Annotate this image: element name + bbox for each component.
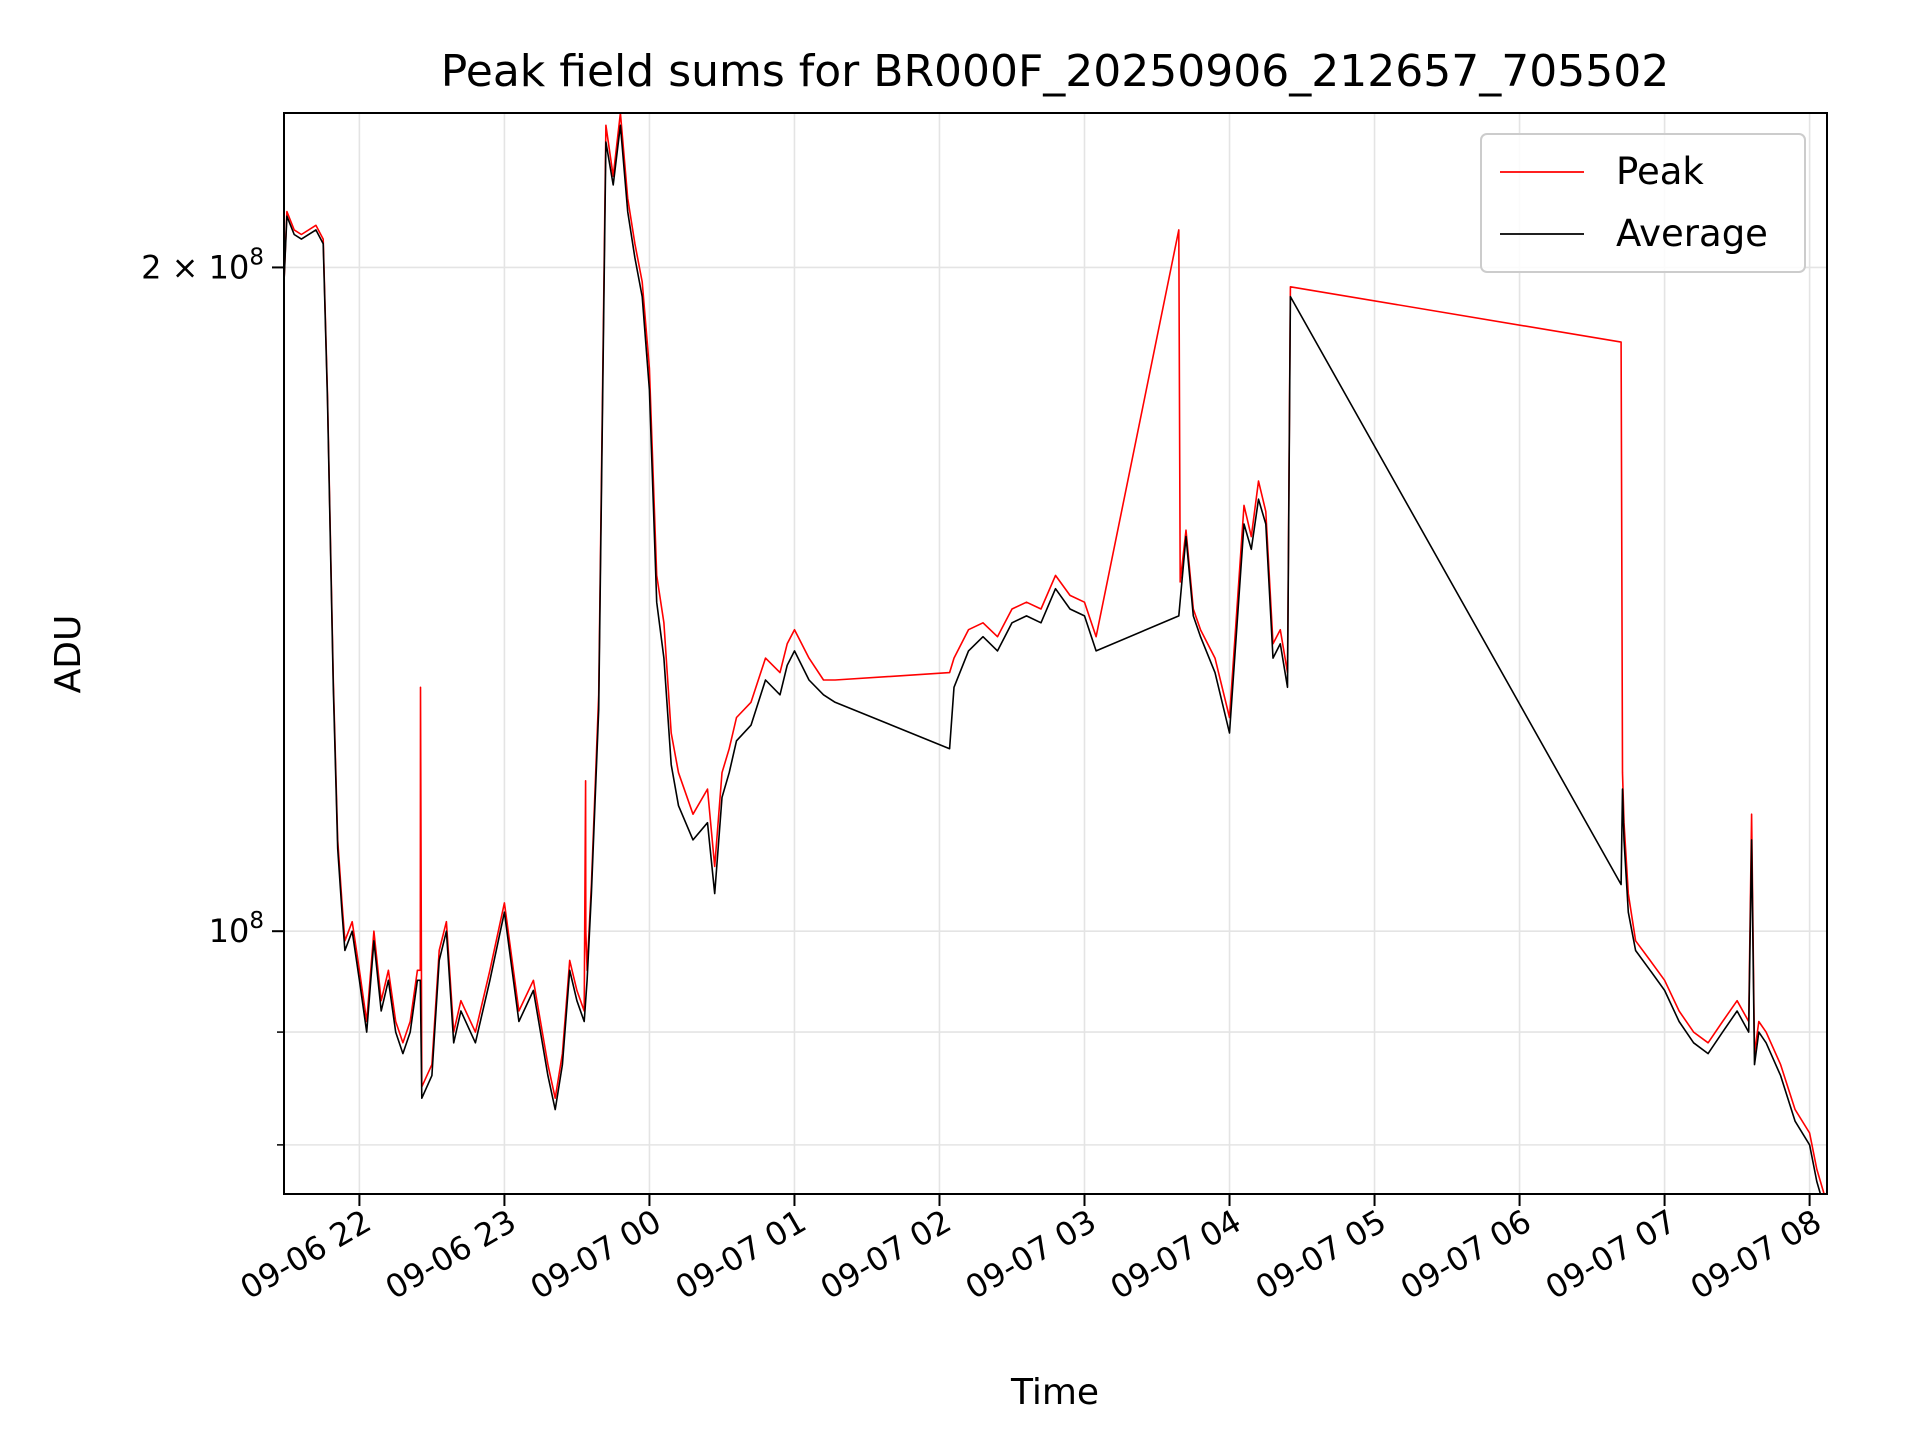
- x-tick-label: 09-07 00: [524, 1202, 668, 1307]
- x-tick-label: 09-07 01: [669, 1202, 813, 1307]
- x-axis-label: Time: [1010, 1372, 1099, 1413]
- ticks: 09-06 22 09-06 23 09-07 00 09-07 01 09-07 02…: [141, 244, 1827, 1306]
- x-tick-label: 09-07 05: [1249, 1202, 1393, 1307]
- legend-label-average: Average: [1616, 212, 1768, 255]
- plot-area-frame: [283, 112, 1828, 1195]
- grid: [284, 113, 1827, 1194]
- x-tick-label: 09-06 23: [379, 1202, 523, 1307]
- legend: Peak Average: [1480, 133, 1806, 273]
- legend-label-peak: Peak: [1616, 150, 1704, 193]
- series-line-average: [284, 124, 1822, 1194]
- y-tick-label: 2 × 108: [141, 244, 264, 286]
- y-axis-label: ADU: [48, 615, 89, 694]
- x-tick-label: 09-07 06: [1394, 1202, 1538, 1307]
- series-layer: [284, 113, 1825, 1194]
- x-tick-label: 09-07 08: [1684, 1202, 1828, 1307]
- y-tick-label: 108: [209, 908, 264, 950]
- chart-title: Peak field sums for BR000F_20250906_2126…: [441, 46, 1669, 97]
- x-tick-label: 09-07 07: [1539, 1202, 1683, 1307]
- x-tick-label: 09-07 03: [959, 1202, 1103, 1307]
- x-tick-label: 09-07 02: [814, 1202, 958, 1307]
- legend-box: [1480, 133, 1806, 273]
- x-tick-label: 09-07 04: [1104, 1202, 1248, 1307]
- x-tick-label: 09-06 22: [234, 1202, 378, 1307]
